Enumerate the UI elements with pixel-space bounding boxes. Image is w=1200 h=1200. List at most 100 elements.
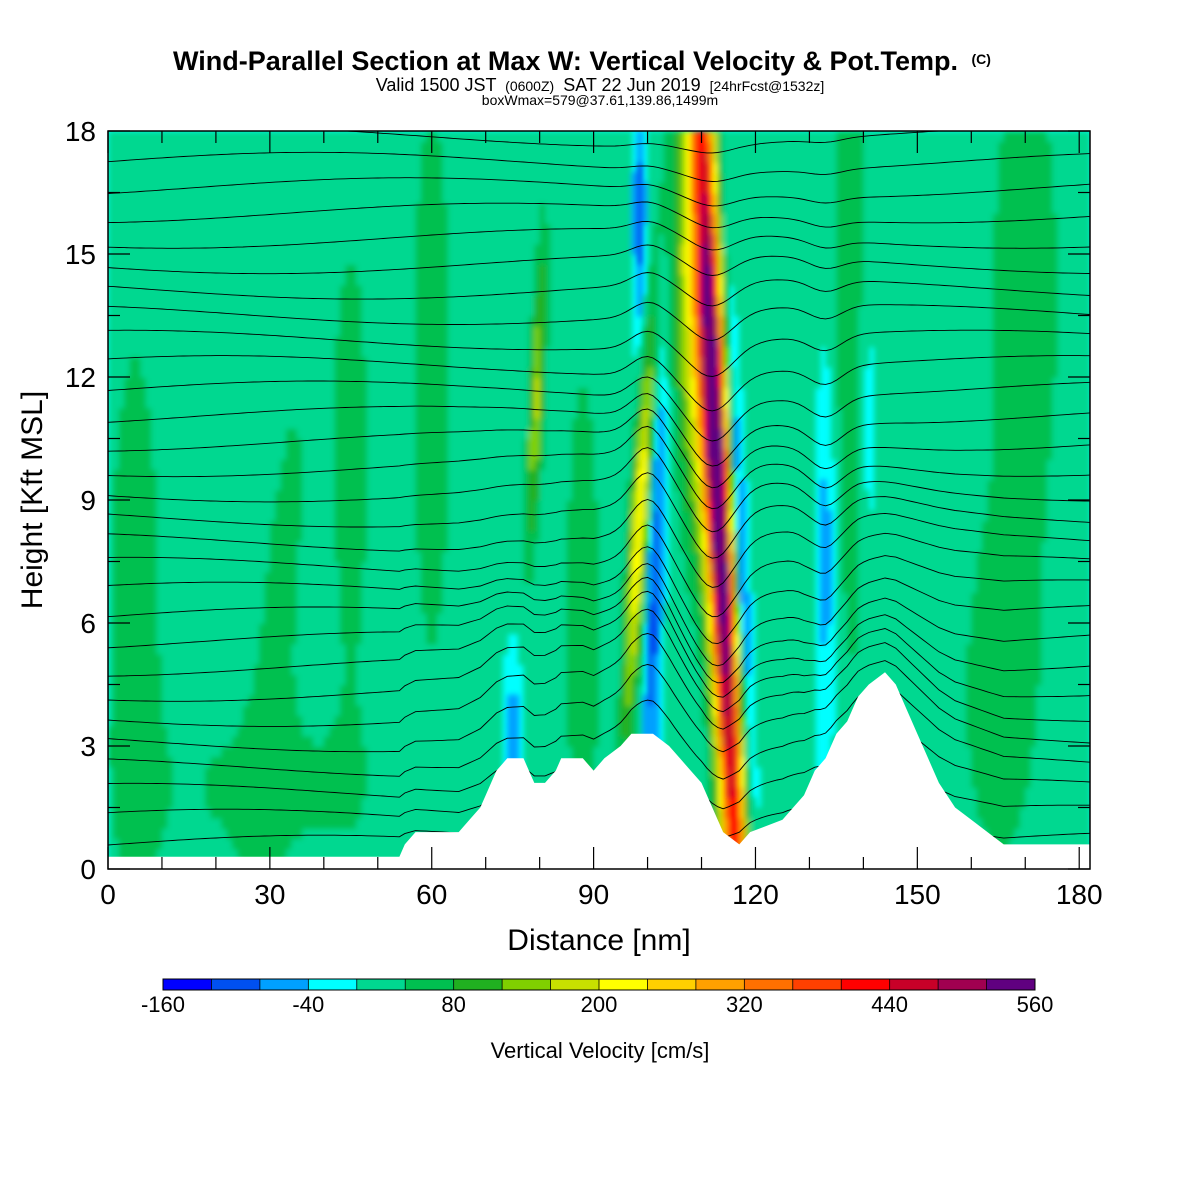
- velocity-cell: [296, 787, 303, 799]
- velocity-cell: [264, 295, 271, 307]
- velocity-cell: [420, 684, 428, 696]
- velocity-cell: [447, 356, 455, 368]
- velocity-cell: [410, 356, 417, 368]
- velocity-cell: [151, 725, 158, 737]
- velocity-cell: [162, 131, 169, 143]
- velocity-cell: [415, 746, 422, 758]
- velocity-cell: [388, 325, 395, 337]
- velocity-cell: [269, 213, 277, 225]
- velocity-cell: [474, 551, 482, 563]
- velocity-cell: [113, 766, 120, 778]
- velocity-cell: [296, 602, 303, 614]
- velocity-cell: [253, 315, 260, 327]
- velocity-cell: [113, 848, 120, 860]
- velocity-cell: [372, 264, 379, 276]
- velocity-cell: [248, 592, 255, 604]
- velocity-cell: [313, 387, 320, 399]
- velocity-cell: [350, 213, 357, 225]
- velocity-cell: [420, 264, 428, 276]
- velocity-cell: [350, 797, 357, 809]
- velocity-cell: [199, 418, 206, 430]
- velocity-cell: [442, 233, 449, 245]
- velocity-cell: [280, 551, 287, 563]
- velocity-cell: [296, 479, 303, 491]
- velocity-cell: [226, 407, 233, 419]
- velocity-cell: [118, 828, 125, 840]
- velocity-cell: [275, 459, 282, 471]
- velocity-cell: [118, 551, 125, 563]
- velocity-cell: [124, 776, 131, 788]
- velocity-cell: [367, 356, 374, 368]
- velocity-cell: [442, 684, 449, 696]
- velocity-cell: [447, 254, 455, 266]
- velocity-cell: [474, 520, 482, 532]
- velocity-cell: [415, 346, 422, 358]
- velocity-cell: [367, 623, 374, 635]
- velocity-cell: [259, 305, 266, 317]
- velocity-cell: [437, 284, 444, 296]
- velocity-cell: [307, 694, 314, 706]
- velocity-cell: [232, 602, 239, 614]
- velocity-cell: [377, 141, 384, 153]
- velocity-cell: [156, 653, 163, 665]
- velocity-cell: [253, 243, 260, 255]
- velocity-cell: [313, 500, 320, 512]
- velocity-cell: [215, 243, 223, 255]
- velocity-cell: [431, 161, 438, 173]
- velocity-cell: [345, 161, 352, 173]
- velocity-cell: [410, 664, 417, 676]
- velocity-cell: [383, 448, 390, 460]
- velocity-cell: [135, 315, 142, 327]
- velocity-cell: [302, 848, 309, 860]
- velocity-cell: [188, 377, 196, 389]
- velocity-cell: [361, 315, 368, 327]
- velocity-cell: [350, 571, 357, 583]
- velocity-cell: [307, 489, 314, 501]
- velocity-cell: [464, 664, 471, 676]
- velocity-cell: [313, 838, 320, 850]
- velocity-cell: [269, 756, 277, 768]
- velocity-cell: [426, 510, 433, 522]
- velocity-cell: [334, 243, 341, 255]
- velocity-cell: [437, 664, 444, 676]
- velocity-cell: [135, 797, 142, 809]
- velocity-cell: [394, 243, 401, 255]
- velocity-cell: [291, 438, 298, 450]
- velocity-cell: [108, 520, 115, 532]
- velocity-cell: [377, 551, 384, 563]
- velocity-cell: [431, 336, 438, 348]
- velocity-cell: [286, 694, 293, 706]
- velocity-cell: [269, 612, 277, 624]
- velocity-cell: [151, 756, 158, 768]
- velocity-cell: [162, 469, 169, 481]
- velocity-cell: [259, 141, 266, 153]
- velocity-cell: [399, 182, 406, 194]
- velocity-cell: [172, 448, 179, 460]
- velocity-cell: [199, 325, 206, 337]
- velocity-cell: [205, 448, 212, 460]
- velocity-cell: [329, 418, 336, 430]
- velocity-cell: [404, 664, 411, 676]
- velocity-cell: [420, 295, 428, 307]
- velocity-cell: [215, 838, 223, 850]
- velocity-cell: [135, 428, 142, 440]
- velocity-cell: [410, 551, 417, 563]
- velocity-cell: [199, 817, 206, 829]
- velocity-cell: [215, 182, 223, 194]
- velocity-cell: [383, 664, 390, 676]
- velocity-cell: [129, 284, 136, 296]
- velocity-cell: [221, 674, 228, 686]
- velocity-cell: [350, 264, 357, 276]
- velocity-cell: [437, 530, 444, 542]
- velocity-cell: [361, 602, 368, 614]
- velocity-cell: [458, 715, 465, 727]
- velocity-cell: [474, 407, 482, 419]
- velocity-cell: [410, 500, 417, 512]
- velocity-cell: [156, 192, 163, 204]
- velocity-cell: [162, 459, 169, 471]
- velocity-cell: [108, 459, 115, 471]
- velocity-cell: [367, 264, 374, 276]
- velocity-cell: [248, 633, 255, 645]
- velocity-cell: [291, 541, 298, 553]
- velocity-cell: [399, 233, 406, 245]
